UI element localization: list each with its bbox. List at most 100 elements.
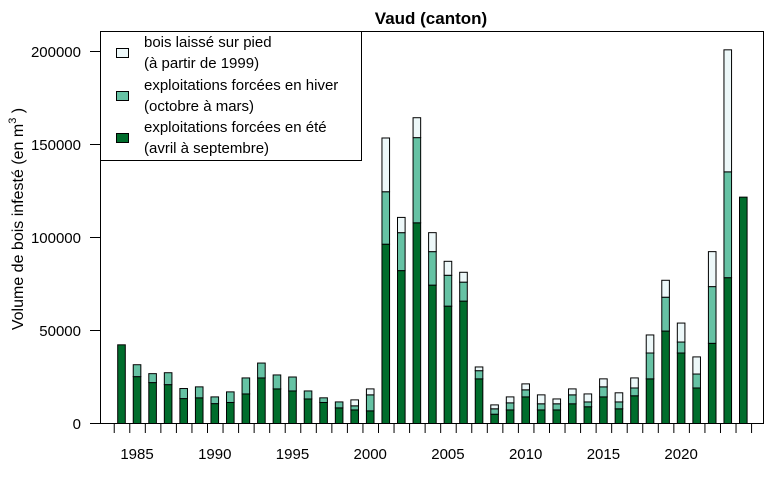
- bar-segment-2014-series-2: [583, 393, 593, 403]
- bar-segment-2001-series-2: [381, 137, 391, 193]
- bar-segment-2000-series-0: [365, 410, 375, 425]
- legend-swatch: [116, 133, 129, 143]
- bar-segment-2006-series-0: [459, 300, 468, 424]
- bar-segment-2017-series-0: [630, 395, 639, 425]
- bar-segment-2011-series-2: [536, 394, 546, 405]
- bar-segment-2020-series-1: [676, 341, 686, 354]
- legend-swatch: [116, 48, 129, 58]
- x-tick-label: 1995: [276, 446, 309, 463]
- bars-group: [117, 49, 748, 425]
- bar-segment-2017-series-2: [630, 377, 639, 389]
- bar-segment-2004-series-0: [428, 284, 437, 424]
- bar-segment-2002-series-2: [397, 216, 406, 234]
- bar-segment-2010-series-2: [521, 383, 530, 391]
- bar-segment-2022-series-2: [707, 251, 717, 288]
- bar-segment-2003-series-2: [412, 117, 422, 139]
- bar-segment-1984-series-0: [117, 344, 126, 425]
- y-axis-label-suffix: ): [10, 108, 27, 118]
- bar-segment-2011-series-0: [536, 409, 546, 425]
- bar-segment-2019-series-1: [661, 296, 670, 332]
- x-axis: 1985 1990 1995 2000 2005 2010 2015 2020: [113, 423, 753, 463]
- bar-segment-1995-series-0: [288, 390, 297, 425]
- bar-segment-1997-series-0: [319, 401, 328, 425]
- legend-label: (à partir de 1999): [144, 55, 259, 72]
- bar-segment-1992-series-0: [241, 393, 251, 424]
- y-tick-label: 100000: [31, 230, 81, 247]
- bar-segment-1999-series-1: [350, 405, 359, 411]
- bar-segment-2016-series-1: [614, 401, 624, 410]
- bar-segment-2018-series-2: [645, 334, 655, 354]
- bar-segment-2012-series-2: [552, 398, 562, 405]
- bar-segment-2002-series-1: [397, 232, 406, 272]
- bar-segment-2008-series-2: [490, 404, 499, 410]
- bar-segment-2009-series-2: [505, 396, 515, 404]
- y-tick-label: 0: [73, 416, 81, 433]
- x-tick-label: 1990: [198, 446, 231, 463]
- bar-segment-2014-series-0: [583, 406, 593, 425]
- bar-segment-2010-series-0: [521, 396, 530, 424]
- bar-segment-2007-series-2: [474, 366, 484, 372]
- bar-segment-1999-series-0: [350, 409, 359, 425]
- bar-segment-1992-series-1: [241, 377, 251, 395]
- bar-segment-1996-series-0: [303, 398, 313, 425]
- y-tick-label: 150000: [31, 137, 81, 154]
- y-axis: 0 50000 100000 150000 200000: [31, 44, 101, 433]
- legend-label: bois laissé sur pied: [144, 34, 272, 51]
- bar-segment-2008-series-0: [490, 413, 499, 425]
- bar-segment-1998-series-1: [334, 401, 344, 409]
- bar-segment-1993-series-1: [257, 362, 266, 379]
- bar-segment-2000-series-1: [365, 394, 375, 412]
- legend-label: exploitations forcées en été: [144, 119, 327, 136]
- bar-segment-2012-series-0: [552, 409, 562, 425]
- y-axis-label: Volume de bois infesté (en m3 ): [7, 108, 27, 330]
- bar-segment-2012-series-1: [552, 403, 562, 411]
- bar-segment-2003-series-0: [412, 222, 422, 424]
- bar-segment-2011-series-1: [536, 403, 546, 411]
- bar-segment-1996-series-1: [303, 390, 313, 400]
- bar-segment-2002-series-0: [397, 270, 406, 424]
- bar-segment-1986-series-1: [148, 373, 157, 384]
- bar-segment-2013-series-0: [568, 403, 577, 424]
- x-tick-label: 2005: [431, 446, 464, 463]
- bar-segment-2004-series-2: [428, 232, 437, 253]
- bar-segment-2005-series-0: [443, 305, 453, 425]
- legend-label: (octobre à mars): [144, 98, 254, 115]
- x-tick-label: 2010: [509, 446, 542, 463]
- bar-segment-2015-series-0: [599, 396, 608, 424]
- plot-box: [100, 31, 764, 424]
- bar-segment-2005-series-1: [443, 274, 453, 307]
- bar-segment-2014-series-1: [583, 401, 593, 408]
- bar-segment-2024-series-0: [739, 196, 748, 424]
- bar-segment-2016-series-2: [614, 392, 624, 403]
- x-tick-label: 2020: [664, 446, 697, 463]
- bar-segment-2023-series-1: [723, 171, 733, 279]
- bar-segment-2021-series-1: [692, 373, 701, 389]
- bar-segment-2003-series-1: [412, 137, 422, 224]
- bar-segment-1987-series-0: [163, 384, 173, 425]
- bar-segment-2023-series-0: [723, 277, 733, 424]
- bar-segment-1994-series-1: [272, 374, 282, 390]
- bar-segment-1995-series-1: [288, 376, 297, 392]
- legend-label: (avril à septembre): [144, 140, 269, 157]
- y-axis-label-main: Volume de bois infesté (en m: [10, 124, 27, 330]
- bar-segment-1998-series-0: [334, 407, 344, 425]
- y-tick-label: 50000: [39, 323, 81, 340]
- bar-segment-1985-series-1: [132, 364, 142, 378]
- bar-segment-2013-series-2: [568, 388, 577, 396]
- legend-label: exploitations forcées en hiver: [144, 77, 338, 94]
- bar-segment-2019-series-0: [661, 330, 670, 424]
- bar-segment-1991-series-0: [226, 401, 235, 425]
- bar-segment-2010-series-1: [521, 389, 530, 398]
- bar-segment-1989-series-0: [194, 397, 204, 424]
- y-axis-label-superscript: 3: [7, 118, 19, 124]
- bar-segment-2009-series-0: [505, 409, 515, 425]
- bar-segment-2022-series-1: [707, 286, 717, 344]
- bar-segment-1988-series-1: [179, 388, 188, 400]
- bar-segment-2021-series-0: [692, 387, 701, 424]
- bar-segment-2022-series-0: [707, 342, 717, 424]
- bar-segment-2006-series-2: [459, 271, 468, 283]
- bar-segment-1987-series-1: [163, 372, 173, 386]
- chart-title: Vaud (canton): [375, 9, 487, 28]
- bar-segment-2020-series-0: [676, 352, 686, 425]
